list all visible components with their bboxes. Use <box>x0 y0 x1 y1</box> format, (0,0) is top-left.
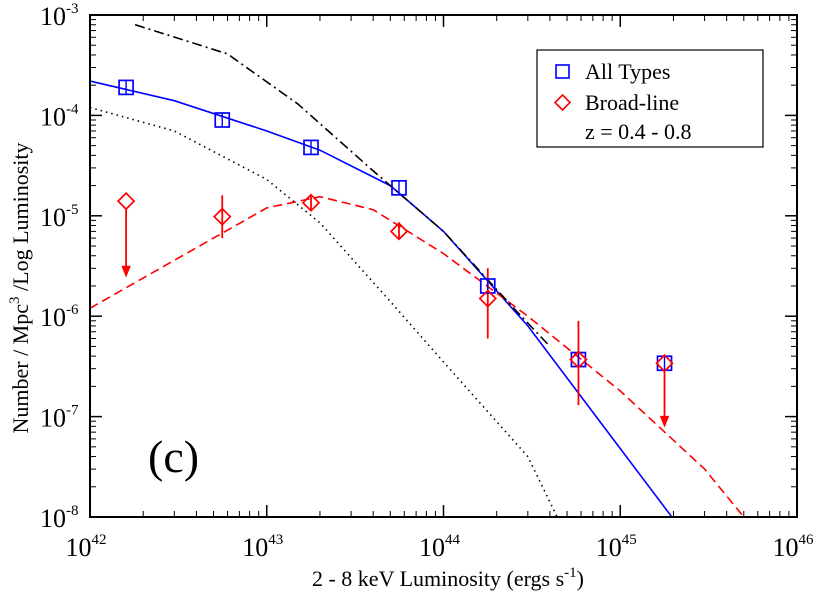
y-tick-exponent: -5 <box>66 202 79 218</box>
x-tick-exponent: 42 <box>92 532 107 548</box>
x-tick-base: 10 <box>773 533 799 562</box>
y-tick-base: 10 <box>40 2 66 31</box>
x-tick-label: 1044 <box>419 532 461 562</box>
y-tick-exponent: -4 <box>66 101 79 117</box>
legend-marker-broad-line <box>553 93 572 112</box>
y-tick-base: 10 <box>40 303 66 332</box>
curve-dashed <box>90 195 745 517</box>
legend-label-broad-line: Broad-line <box>585 90 679 115</box>
x-tick-exponent: 44 <box>445 532 461 548</box>
x-tick-exponent: 46 <box>799 532 815 548</box>
data-markers <box>116 79 674 373</box>
broad-line-point <box>116 191 136 211</box>
x-axis-label: 2 - 8 keV Luminosity (ergs s-1) <box>312 565 584 591</box>
legend-label-all-types: All Types <box>585 59 670 84</box>
upper-limit-arrow-head <box>121 265 131 278</box>
y-tick-label: 10-3 <box>40 1 79 31</box>
y-tick-label: 10-6 <box>40 302 79 332</box>
x-tick-label: 1045 <box>596 532 637 562</box>
x-tick-label: 1043 <box>242 532 283 562</box>
x-tick-base: 10 <box>242 533 268 562</box>
y-tick-base: 10 <box>40 102 66 131</box>
y-tick-base: 10 <box>40 404 66 433</box>
y-tick-base: 10 <box>40 203 66 232</box>
y-tick-exponent: -8 <box>66 503 79 519</box>
broad-line-point <box>478 289 497 308</box>
x-tick-base: 10 <box>419 533 445 562</box>
legend-note-redshift: z = 0.4 - 0.8 <box>585 119 692 144</box>
x-axis-label-end: ) <box>577 566 584 591</box>
x-tick-base: 10 <box>66 533 92 562</box>
x-axis-label-sup: -1 <box>564 565 577 581</box>
x-tick-base: 10 <box>596 533 622 562</box>
y-axis-label-main: Number / Mpc <box>8 304 33 434</box>
y-axis-label-sup: 3 <box>7 296 23 304</box>
broad-line-point <box>301 193 321 212</box>
y-tick-label: 10-5 <box>40 202 79 232</box>
x-tick-label: 1042 <box>66 532 107 562</box>
legend-marker-all-types <box>555 64 570 79</box>
upper-limit-arrow-head <box>659 415 670 428</box>
broad-line-point <box>655 354 674 373</box>
y-tick-exponent: -7 <box>66 403 79 419</box>
broad-line-point <box>569 350 588 369</box>
y-tick-label: 10-7 <box>40 403 79 433</box>
model-curves <box>90 23 745 517</box>
y-axis-label-end: /Log Luminosity <box>8 142 33 296</box>
legend-box <box>536 49 764 148</box>
panel-annotation: (c) <box>148 431 199 482</box>
error-bars <box>121 195 670 428</box>
y-tick-exponent: -6 <box>66 302 79 318</box>
x-tick-exponent: 45 <box>622 532 637 548</box>
curve-dashdot <box>134 23 551 347</box>
tick-labels: 1042 1043 1044 1045 104610-810-710-610-510-4… <box>40 1 814 562</box>
y-tick-label: 10-8 <box>40 503 79 533</box>
y-tick-exponent: -3 <box>66 1 79 17</box>
y-axis-label: Number / Mpc3 /Log Luminosity <box>7 142 33 433</box>
curve-dotted <box>90 106 558 517</box>
y-tick-base: 10 <box>40 504 66 533</box>
broad-line-point <box>389 222 409 241</box>
y-tick-label: 10-4 <box>40 101 79 131</box>
x-axis-label-main: 2 - 8 keV Luminosity (ergs s <box>312 566 564 591</box>
broad-line-point <box>213 207 232 226</box>
legend: All Types Broad-line z = 0.4 - 0.8 <box>536 49 764 148</box>
x-tick-exponent: 43 <box>268 532 283 548</box>
axis-ticks <box>90 15 797 517</box>
x-tick-label: 1046 <box>773 532 815 562</box>
